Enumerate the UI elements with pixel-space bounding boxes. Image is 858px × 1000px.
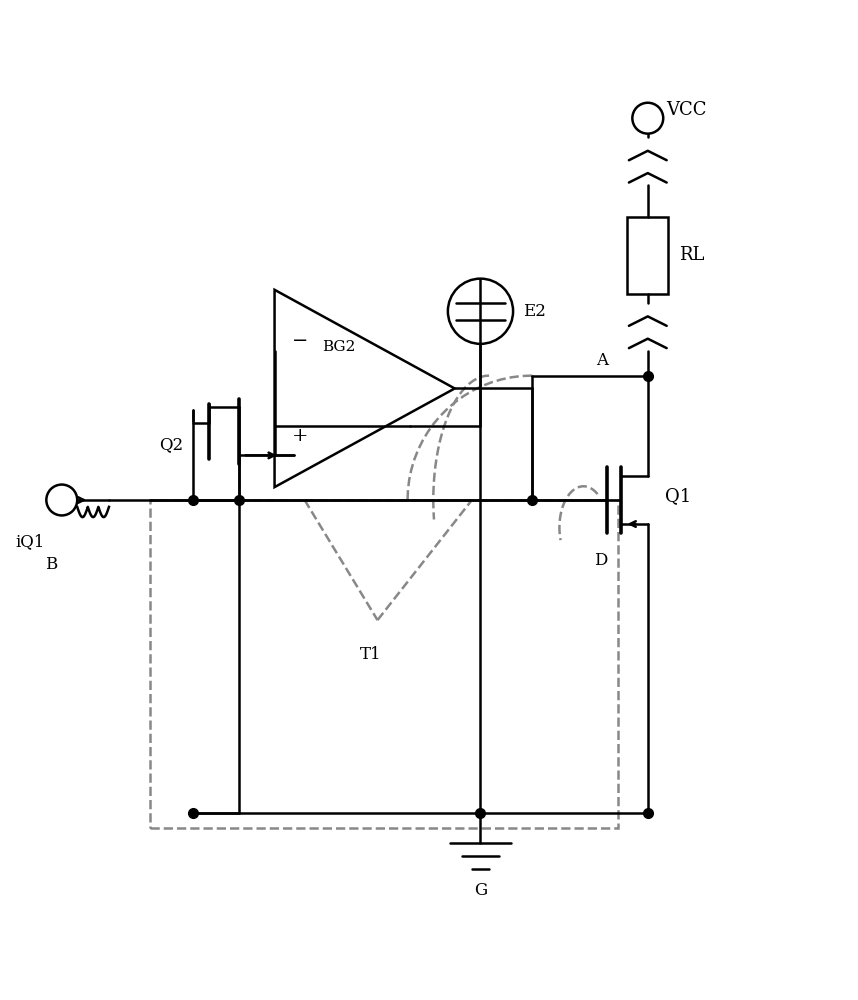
Text: −: − [292,332,308,350]
Text: BG2: BG2 [322,340,355,354]
Text: Q2: Q2 [159,436,183,453]
Text: D: D [594,552,607,569]
Text: G: G [474,882,487,899]
Text: T1: T1 [360,646,382,663]
Text: A: A [596,352,608,369]
Text: +: + [292,427,308,445]
Bar [627,217,668,294]
Text: B: B [45,556,57,573]
Text: Q1: Q1 [665,487,692,505]
Text: E2: E2 [523,303,547,320]
Text: RL: RL [679,246,704,264]
Text: iQ1: iQ1 [15,533,45,550]
Text: VCC: VCC [667,101,707,119]
